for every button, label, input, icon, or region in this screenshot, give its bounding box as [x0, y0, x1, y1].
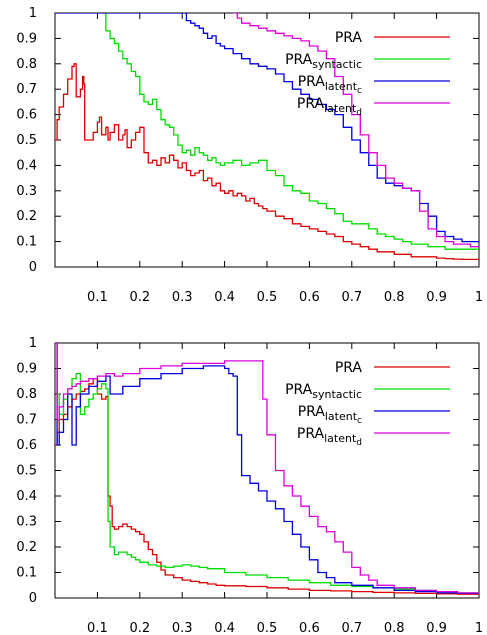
- legend-label-pra-latent-c: PRAlatentc: [298, 404, 362, 426]
- y-tick-label: 0.1: [16, 235, 37, 250]
- x-tick-label: 0.6: [299, 290, 320, 305]
- y-tick-label: 1: [29, 6, 37, 21]
- y-tick-label: 0.6: [16, 438, 37, 453]
- y-tick-label: 0.3: [16, 515, 37, 530]
- y-tick-label: 0.8: [16, 57, 37, 72]
- x-tick-label: 0.5: [257, 290, 278, 305]
- x-tick-label: 0.4: [214, 621, 235, 635]
- y-tick-label: 0.2: [16, 209, 37, 224]
- plot-frame: [55, 343, 479, 598]
- series-line-pra-syntactic: [104, 13, 479, 249]
- x-tick-label: 0.8: [384, 290, 405, 305]
- x-tick-label: 0.3: [172, 621, 193, 635]
- x-tick-label: 1: [475, 290, 483, 305]
- x-tick-label: 0.2: [129, 621, 150, 635]
- y-tick-label: 0.4: [16, 489, 37, 504]
- y-tick-label: 0.8: [16, 387, 37, 402]
- series-line-pra-syntactic: [55, 343, 479, 593]
- x-tick-label: 0.1: [87, 290, 108, 305]
- y-tick-label: 1: [29, 336, 37, 351]
- x-tick-label: 0.8: [384, 621, 405, 635]
- y-tick-label: 0.5: [16, 133, 37, 148]
- x-tick-label: 1: [475, 621, 483, 635]
- x-tick-label: 0.7: [341, 290, 362, 305]
- x-tick-label: 0.6: [299, 621, 320, 635]
- y-tick-label: 0.7: [16, 82, 37, 97]
- legend-label-pra-syntactic: PRAsyntactic: [285, 52, 362, 71]
- y-tick-label: 0.1: [16, 566, 37, 581]
- y-tick-label: 0.9: [16, 31, 37, 46]
- y-tick-label: 0: [29, 591, 37, 606]
- x-tick-label: 0.1: [87, 621, 108, 635]
- y-tick-label: 0.6: [16, 108, 37, 123]
- x-tick-label: 0.9: [426, 621, 447, 635]
- x-tick-label: 0.7: [341, 621, 362, 635]
- y-tick-label: 0.5: [16, 464, 37, 479]
- legend-label-pra-latent-d: PRAlatentd: [297, 426, 362, 448]
- series-line-pra-latent-c: [55, 343, 479, 594]
- y-tick-label: 0: [29, 260, 37, 275]
- series-line-pra-latent-d: [55, 343, 479, 594]
- x-tick-label: 0.3: [172, 290, 193, 305]
- chart-panel-1: 0 0.1 0.2 0.3 0.4 0.5 0.6 0.7 0.8 0.9 1 0.1 0.2 0.3 0.…: [16, 6, 483, 305]
- x-tick-label: 0.4: [214, 290, 235, 305]
- x-tick-label: 0.5: [257, 621, 278, 635]
- chart-panel-2: 0 0.1 0.2 0.3 0.4 0.5 0.6 0.7 0.8 0.9 1 0.1 0.2 0.3 0.…: [16, 336, 483, 635]
- legend-label-pra-latent-c: PRAlatentc: [298, 74, 362, 96]
- y-tick-label: 0.9: [16, 362, 37, 377]
- legend-label-pra-syntactic: PRAsyntactic: [285, 382, 362, 401]
- y-tick-label: 0.3: [16, 184, 37, 199]
- legend-label-pra-base: PRA: [335, 360, 363, 376]
- legend-label-pra-base: PRA: [335, 30, 363, 46]
- y-tick-label: 0.2: [16, 540, 37, 555]
- y-tick-label: 0.4: [16, 158, 37, 173]
- x-tick-label: 0.9: [426, 290, 447, 305]
- x-tick-label: 0.2: [129, 290, 150, 305]
- y-tick-label: 0.7: [16, 413, 37, 428]
